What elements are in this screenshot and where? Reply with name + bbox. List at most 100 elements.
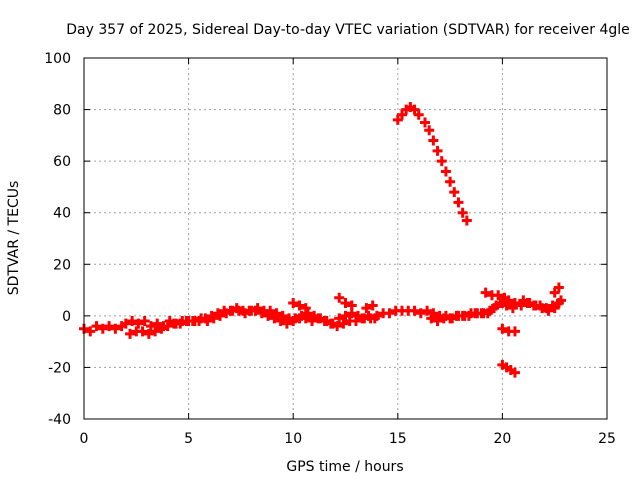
data-point bbox=[231, 303, 242, 314]
data-point bbox=[346, 300, 357, 311]
data-point bbox=[263, 310, 274, 321]
data-point bbox=[206, 310, 217, 321]
data-point bbox=[426, 313, 437, 324]
data-point bbox=[445, 313, 456, 324]
x-tick-label: 5 bbox=[184, 431, 193, 447]
x-tick-label: 25 bbox=[598, 431, 616, 447]
data-point bbox=[449, 187, 460, 198]
data-point bbox=[499, 292, 510, 303]
data-point bbox=[419, 117, 430, 128]
data-point bbox=[194, 316, 205, 327]
data-point bbox=[288, 297, 299, 308]
data-point bbox=[509, 326, 520, 337]
data-point bbox=[549, 303, 560, 314]
data-point bbox=[509, 367, 520, 378]
data-point bbox=[137, 326, 148, 337]
data-point bbox=[524, 297, 535, 308]
y-tick-label: 0 bbox=[62, 309, 71, 325]
data-point bbox=[367, 300, 378, 311]
data-point bbox=[530, 300, 541, 311]
data-point bbox=[288, 316, 299, 327]
data-point bbox=[428, 135, 439, 146]
data-point bbox=[139, 316, 150, 327]
data-point bbox=[325, 318, 336, 329]
data-point bbox=[277, 310, 288, 321]
data-point bbox=[482, 308, 493, 319]
data-point bbox=[369, 313, 380, 324]
data-point bbox=[507, 303, 518, 314]
data-point bbox=[489, 303, 500, 314]
data-series bbox=[79, 101, 566, 378]
data-point bbox=[300, 303, 311, 314]
x-axis-label: GPS time / hours bbox=[286, 459, 403, 475]
x-tick-label: 15 bbox=[389, 431, 407, 447]
data-point bbox=[495, 297, 506, 308]
data-point bbox=[281, 318, 292, 329]
data-point bbox=[543, 305, 554, 316]
data-point bbox=[125, 328, 136, 339]
chart-title: Day 357 of 2025, Sidereal Day-to-day VTE… bbox=[66, 22, 630, 38]
data-point bbox=[133, 318, 144, 329]
y-tick-label: 80 bbox=[53, 103, 71, 119]
data-point bbox=[265, 305, 276, 316]
data-point bbox=[340, 297, 351, 308]
y-tick-label: 40 bbox=[53, 206, 71, 222]
data-point bbox=[340, 310, 351, 321]
data-point bbox=[361, 303, 372, 314]
data-point bbox=[463, 310, 474, 321]
data-point bbox=[549, 287, 560, 298]
data-point bbox=[294, 300, 305, 311]
data-point bbox=[175, 318, 186, 329]
data-point bbox=[461, 215, 472, 226]
data-point bbox=[413, 109, 424, 120]
data-point bbox=[357, 313, 368, 324]
data-point bbox=[509, 297, 520, 308]
data-point bbox=[269, 313, 280, 324]
data-point bbox=[91, 321, 102, 332]
y-axis-label: SDTVAR / TECUs bbox=[6, 181, 22, 296]
data-point bbox=[313, 313, 324, 324]
data-point bbox=[537, 303, 548, 314]
data-point bbox=[212, 308, 223, 319]
data-point bbox=[428, 308, 439, 319]
data-point bbox=[275, 316, 286, 327]
data-point bbox=[332, 321, 343, 332]
data-point bbox=[501, 300, 512, 311]
data-point bbox=[409, 305, 420, 316]
data-point bbox=[432, 145, 443, 156]
data-point bbox=[445, 176, 456, 187]
data-point bbox=[396, 109, 407, 120]
data-point bbox=[436, 156, 447, 167]
data-point bbox=[143, 328, 154, 339]
data-point bbox=[150, 326, 161, 337]
data-point bbox=[553, 282, 564, 293]
data-point bbox=[363, 310, 374, 321]
series-scatter-segments bbox=[288, 282, 564, 378]
data-point bbox=[104, 321, 115, 332]
data-point bbox=[256, 308, 267, 319]
data-point bbox=[424, 125, 435, 136]
y-tick-label: -40 bbox=[48, 412, 71, 428]
data-point bbox=[432, 316, 443, 327]
data-point bbox=[493, 290, 504, 301]
data-point bbox=[200, 313, 211, 324]
plot-frame bbox=[83, 57, 608, 420]
y-tick-label: 100 bbox=[44, 51, 71, 67]
data-point bbox=[440, 166, 451, 177]
data-point bbox=[392, 114, 403, 125]
data-point bbox=[85, 326, 96, 337]
data-point bbox=[162, 321, 173, 332]
data-point bbox=[415, 308, 426, 319]
axes: 0 5 10 15 20 25 -40 -20 0 20 40 60 80 100 bbox=[44, 51, 616, 447]
data-point bbox=[319, 316, 330, 327]
data-point bbox=[334, 292, 345, 303]
data-point bbox=[97, 323, 108, 334]
x-tick-label: 0 bbox=[80, 431, 89, 447]
data-point bbox=[307, 316, 318, 327]
data-point bbox=[300, 313, 311, 324]
data-point bbox=[338, 318, 349, 329]
series-high-arc bbox=[392, 101, 472, 226]
data-point bbox=[145, 321, 156, 332]
data-point bbox=[250, 305, 261, 316]
